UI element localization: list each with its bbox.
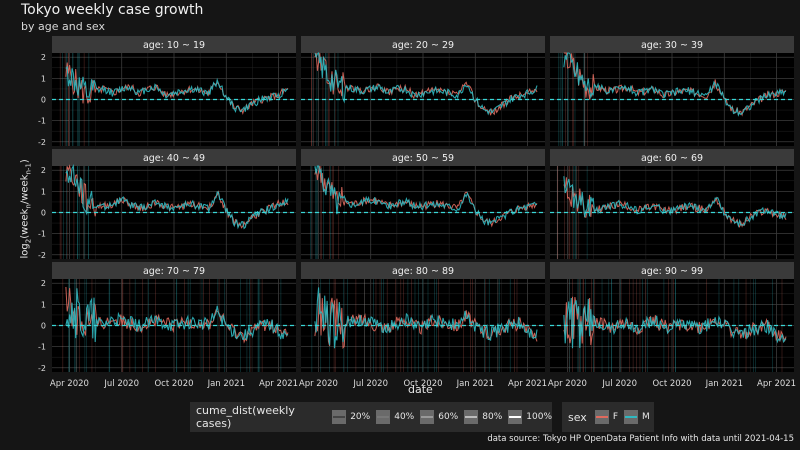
facet-label: age: 10 ~ 19 [143,40,205,51]
x-tick-label: Jan 2021 [456,379,494,389]
series-line-M [314,165,538,226]
y-axis-label: log2(weekn/weekn-1) [19,159,33,259]
facet-strip [550,36,794,53]
y-tick-label: 2 [41,53,46,62]
series-line-M [563,176,787,228]
series-line-M [563,297,787,349]
facet-label: age: 80 ~ 89 [392,266,454,277]
series-line-F [314,165,538,228]
facet-strip [52,149,296,166]
y-tick-label: 1 [41,74,46,83]
facet-strip [301,149,545,166]
x-tick-label: Jan 2021 [207,379,245,389]
y-tick-label: 0 [41,322,46,331]
x-tick-label: Jul 2020 [601,379,637,389]
legend-key-80: 80% [464,410,502,424]
y-tick-label: -1 [38,343,46,352]
series-line-M [65,164,289,230]
series-line-M [65,65,289,113]
facet-label: age: 50 ~ 59 [392,153,454,164]
x-tick-label: Apr 2020 [50,379,89,389]
sex-legend-title: sex [568,410,587,424]
x-axis-label: date [408,383,433,396]
legend-key-60: 60% [420,410,458,424]
y-tick-label: -2 [38,251,46,260]
x-tick-label: Oct 2020 [652,379,691,389]
facet-label: age: 60 ~ 69 [641,153,703,164]
x-tick-label: Apr 2021 [757,379,796,389]
y-tick-label: -2 [38,364,46,373]
data-source-caption: data source: Tokyo HP OpenData Patient I… [487,434,794,444]
facet-strip [301,262,545,279]
x-tick-label: Apr 2020 [299,379,338,389]
x-tick-label: Jan 2021 [705,379,743,389]
legend-key-F: F [594,410,618,424]
x-tick-label: Oct 2020 [403,379,442,389]
x-tick-label: Apr 2020 [548,379,587,389]
legend-key-M: M [624,410,650,424]
x-tick-label: Jul 2020 [103,379,139,389]
series-line-M [563,52,787,117]
facet-label: age: 70 ~ 79 [143,266,205,277]
facet-strip [550,262,794,279]
facet-strip [301,36,545,53]
facet-strip [52,36,296,53]
chart-subtitle: by age and sex [21,20,105,33]
facet-label: age: 30 ~ 39 [641,40,703,51]
y-tick-label: -1 [38,230,46,239]
series-line-M [314,287,538,349]
x-tick-label: Apr 2021 [508,379,547,389]
facet-label: age: 20 ~ 29 [392,40,454,51]
facet-label: age: 90 ~ 99 [641,266,703,277]
facet-label: age: 40 ~ 49 [143,153,205,164]
y-tick-label: 1 [41,300,46,309]
x-tick-label: Jul 2020 [352,379,388,389]
facet-strip [52,262,296,279]
x-tick-label: Apr 2021 [259,379,298,389]
y-tick-label: 1 [41,187,46,196]
x-tick-label: Oct 2020 [154,379,193,389]
series-line-M [65,288,289,343]
chart-title: Tokyo weekly case growth [21,2,204,18]
y-tick-label: 2 [41,279,46,288]
y-tick-label: -2 [38,138,46,147]
y-tick-label: 2 [41,166,46,175]
cume-dist-legend: cume_dist(weekly cases) 20% 40% 60% 80% … [190,402,552,432]
legend-key-40: 40% [376,410,414,424]
y-tick-label: 0 [41,96,46,105]
y-tick-label: 0 [41,209,46,218]
legend-key-20: 20% [332,410,370,424]
legend-key-100: 100% [508,410,552,424]
cume-legend-title: cume_dist(weekly cases) [196,404,295,430]
y-tick-label: -1 [38,117,46,126]
series-line-F [65,286,289,344]
facet-strip [550,149,794,166]
series-line-M [314,51,538,116]
sex-legend: sex F M [562,402,654,432]
